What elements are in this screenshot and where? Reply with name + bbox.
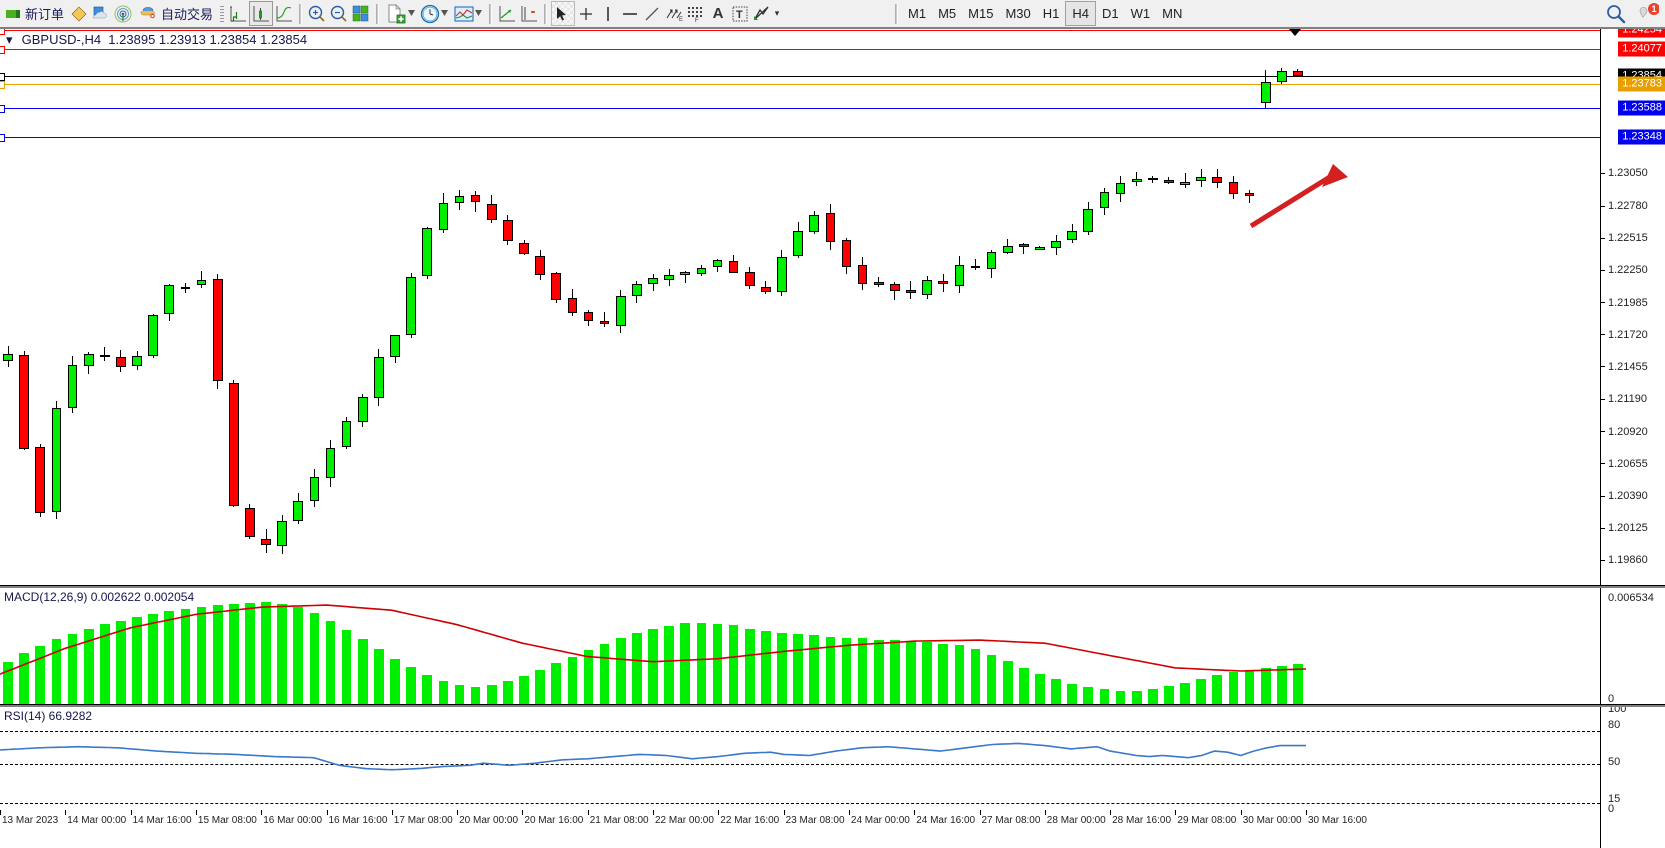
svg-text:F: F <box>695 18 699 24</box>
svg-text:T: T <box>736 9 743 21</box>
svg-text:1: 1 <box>1651 4 1656 14</box>
svg-text:E: E <box>679 17 683 23</box>
